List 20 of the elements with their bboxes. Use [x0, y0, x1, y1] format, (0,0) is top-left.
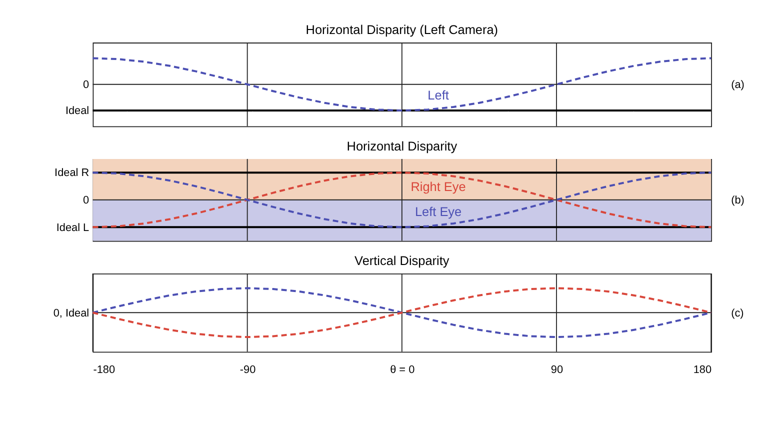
chart-title: Horizontal Disparity (Left Camera)	[306, 22, 498, 37]
ref-line-label: Ideal L	[56, 222, 90, 234]
text: (a)	[731, 79, 744, 92]
ref-line-label: Ideal R	[54, 167, 90, 180]
series-label: Left Eye	[414, 204, 462, 220]
x-tick-label: 90	[550, 364, 564, 376]
ref-line-label: Ideal	[65, 105, 90, 118]
chart-title: Vertical Disparity	[354, 252, 450, 268]
ref-line-label: 0	[83, 79, 90, 92]
text: (c)	[731, 307, 744, 320]
ref-line-label: 0	[83, 194, 90, 206]
x-tick-label: 180	[693, 364, 712, 376]
ref-line-label: 0, Ideal	[53, 307, 90, 320]
series-label: Right Eye	[410, 178, 466, 194]
x-tick-label: -180	[93, 364, 116, 376]
x-tick-label: -90	[240, 364, 256, 376]
text: (b)	[731, 194, 744, 206]
series-label: Left	[428, 88, 450, 103]
chart-title: Horizontal Disparity	[346, 138, 458, 154]
x-tick-label: θ = 0	[390, 364, 415, 376]
